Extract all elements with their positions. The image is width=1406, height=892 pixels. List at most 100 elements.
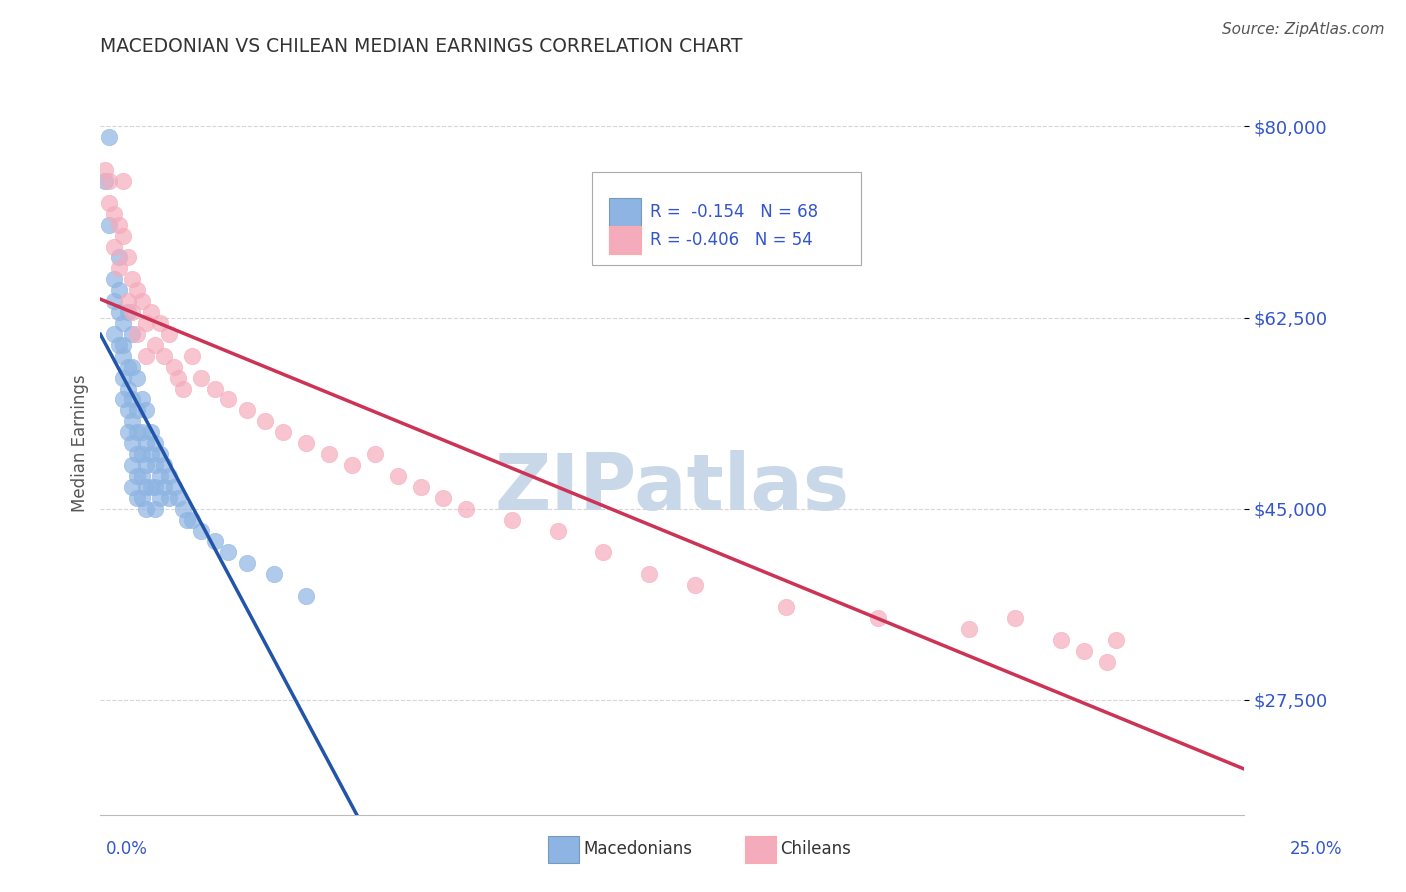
Point [162, 359, 184, 374]
Text: R =  -0.154   N = 68: R = -0.154 N = 68 [651, 203, 818, 221]
Text: Macedonians: Macedonians [583, 840, 693, 858]
Point [121, 305, 143, 319]
Point [149, 447, 172, 461]
Point [135, 458, 157, 472]
Point [112, 392, 135, 407]
Text: R = -0.406   N = 54: R = -0.406 N = 54 [651, 231, 813, 249]
Point [139, 305, 162, 319]
Point [125, 469, 148, 483]
Point [107, 261, 129, 276]
Point [683, 578, 706, 592]
Point [149, 469, 172, 483]
Point [131, 447, 153, 461]
Point [131, 294, 153, 309]
Point [149, 491, 172, 505]
Point [131, 491, 153, 505]
Point [143, 480, 166, 494]
Point [94, 163, 117, 178]
Point [117, 382, 139, 396]
Point [204, 534, 226, 549]
Point [638, 567, 661, 582]
Point [387, 469, 409, 483]
Point [592, 545, 614, 559]
Point [253, 414, 276, 428]
Point [157, 469, 180, 483]
Point [456, 501, 478, 516]
Point [125, 403, 148, 417]
Text: 25.0%: 25.0% [1291, 840, 1343, 858]
Point [501, 513, 523, 527]
Point [162, 480, 184, 494]
Point [103, 326, 125, 341]
Point [340, 458, 363, 472]
Point [112, 338, 135, 352]
Point [131, 469, 153, 483]
Point [143, 501, 166, 516]
Point [1073, 643, 1095, 657]
Point [107, 218, 129, 232]
Point [866, 611, 889, 625]
Point [107, 251, 129, 265]
Point [112, 370, 135, 384]
Point [157, 491, 180, 505]
FancyBboxPatch shape [609, 226, 641, 254]
Point [117, 403, 139, 417]
Point [153, 480, 176, 494]
Point [149, 316, 172, 330]
Point [117, 294, 139, 309]
Point [167, 370, 190, 384]
Point [176, 513, 198, 527]
Point [98, 195, 121, 210]
Point [117, 359, 139, 374]
Point [135, 436, 157, 450]
Point [190, 370, 212, 384]
FancyBboxPatch shape [592, 172, 860, 265]
Point [131, 425, 153, 440]
Text: Source: ZipAtlas.com: Source: ZipAtlas.com [1222, 22, 1385, 37]
Point [121, 436, 143, 450]
Point [235, 403, 257, 417]
Point [172, 501, 194, 516]
Point [217, 392, 239, 407]
Point [139, 425, 162, 440]
Point [432, 491, 454, 505]
Point [235, 557, 257, 571]
Point [125, 491, 148, 505]
Text: 0.0%: 0.0% [105, 840, 148, 858]
Point [131, 392, 153, 407]
Point [103, 272, 125, 286]
Point [121, 414, 143, 428]
Point [98, 174, 121, 188]
Point [153, 458, 176, 472]
Point [107, 283, 129, 297]
Point [121, 326, 143, 341]
Text: Chileans: Chileans [780, 840, 851, 858]
Point [957, 622, 980, 636]
Point [94, 174, 117, 188]
Point [1095, 655, 1118, 669]
Point [139, 447, 162, 461]
Point [143, 436, 166, 450]
Point [103, 294, 125, 309]
Text: MACEDONIAN VS CHILEAN MEDIAN EARNINGS CORRELATION CHART: MACEDONIAN VS CHILEAN MEDIAN EARNINGS CO… [100, 37, 742, 56]
Point [121, 480, 143, 494]
Point [125, 326, 148, 341]
Point [121, 392, 143, 407]
Y-axis label: Median Earnings: Median Earnings [72, 375, 89, 512]
Text: ZIPatlas: ZIPatlas [495, 450, 849, 525]
Point [135, 501, 157, 516]
Point [1049, 632, 1071, 647]
Point [143, 458, 166, 472]
Point [204, 382, 226, 396]
Point [295, 589, 318, 603]
Point [135, 349, 157, 363]
Point [112, 316, 135, 330]
Point [135, 480, 157, 494]
Point [107, 305, 129, 319]
Point [217, 545, 239, 559]
Point [112, 174, 135, 188]
Point [117, 425, 139, 440]
Point [263, 567, 285, 582]
Point [121, 359, 143, 374]
Point [172, 382, 194, 396]
